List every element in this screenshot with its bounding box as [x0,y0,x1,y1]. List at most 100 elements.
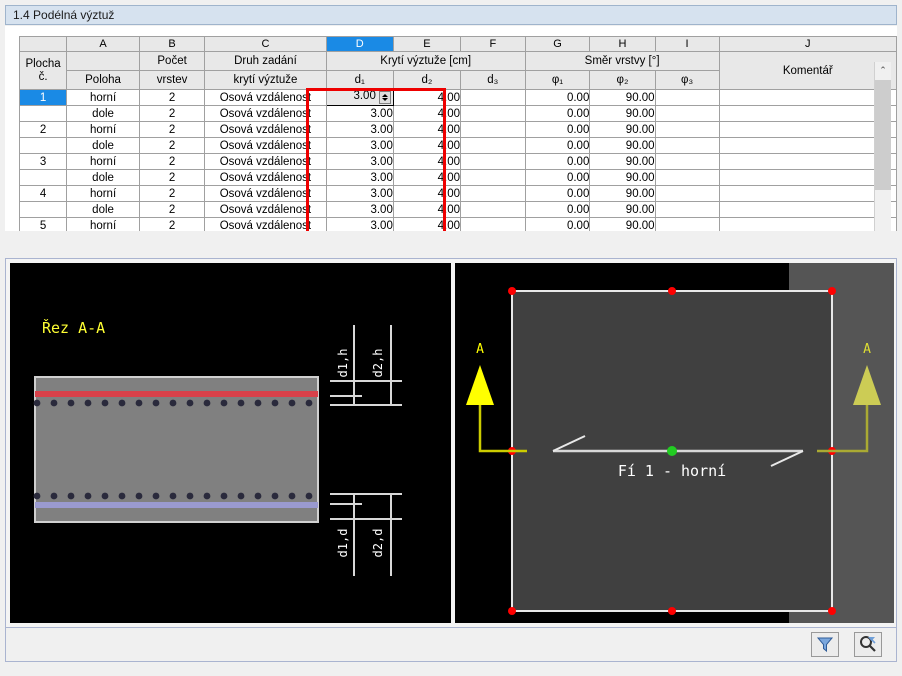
cell-d2[interactable]: 4.00 [392,169,462,186]
cell-fi2[interactable]: 90.00 [589,121,656,138]
cell-komentar[interactable] [718,217,897,231]
spinner-updown-icon[interactable] [378,91,391,104]
row-index[interactable]: 2 [18,121,68,138]
cell-fi2[interactable]: 90.00 [589,137,656,154]
column-header-b[interactable]: B [139,36,206,52]
table-row[interactable]: 3 horní 2 Osová vzdálenost 3.00 4.00 0.0… [18,153,897,170]
cell-d1[interactable]: 3.00 [325,185,394,202]
table-scrollbar[interactable]: ⌃ ⌄ [874,62,891,231]
cell-vrstev[interactable]: 2 [139,105,206,122]
cell-komentar[interactable] [718,185,897,202]
cell-fi3[interactable] [654,137,720,154]
cell-druh[interactable]: Osová vzdálenost [204,201,327,218]
cell-poloha[interactable]: horní [66,217,141,231]
cell-fi2[interactable]: 90.00 [589,185,656,202]
row-index[interactable] [18,137,68,154]
cell-poloha[interactable]: dole [66,137,141,154]
column-header-i[interactable]: I [654,36,720,52]
cell-d3[interactable] [460,217,526,231]
cell-druh[interactable]: Osová vzdálenost [204,137,327,154]
cell-komentar[interactable] [718,137,897,154]
cell-fi3[interactable] [654,153,720,170]
cell-d3[interactable] [460,105,526,122]
data-table-panel[interactable]: A B C D E F G H I J Plocha č. Počet Druh… [5,26,897,231]
cell-vrstev[interactable]: 2 [139,153,206,170]
cell-d1[interactable]: 3.00 [325,137,394,154]
table-row[interactable]: 4 horní 2 Osová vzdálenost 3.00 4.00 0.0… [18,185,897,202]
table-row[interactable]: dole 2 Osová vzdálenost 3.00 4.00 0.00 9… [18,105,897,122]
cell-vrstev[interactable]: 2 [139,137,206,154]
row-index[interactable]: 4 [18,185,68,202]
cell-d3[interactable] [460,153,526,170]
column-header-f[interactable]: F [460,36,526,52]
cell-d1-active[interactable]: 3.00 [325,89,394,106]
cell-poloha[interactable]: horní [66,89,141,106]
cell-poloha[interactable]: horní [66,153,141,170]
cell-d3[interactable] [460,137,526,154]
cell-d2[interactable]: 4.00 [392,89,462,106]
cell-d1[interactable]: 3.00 [325,201,394,218]
cell-druh[interactable]: Osová vzdálenost [204,89,327,106]
cell-fi1[interactable]: 0.00 [524,137,591,154]
reinforcement-table[interactable]: A B C D E F G H I J Plocha č. Počet Druh… [18,36,897,231]
cell-fi3[interactable] [654,89,720,106]
cell-d1[interactable]: 3.00 [325,217,394,231]
table-row[interactable]: 2 horní 2 Osová vzdálenost 3.00 4.00 0.0… [18,121,897,138]
cell-fi1[interactable]: 0.00 [524,217,591,231]
cell-d1[interactable]: 3.00 [325,153,394,170]
cell-druh[interactable]: Osová vzdálenost [204,185,327,202]
cell-fi2[interactable]: 90.00 [589,169,656,186]
cell-d3[interactable] [460,121,526,138]
cell-druh[interactable]: Osová vzdálenost [204,121,327,138]
cell-d2[interactable]: 4.00 [392,185,462,202]
table-row[interactable]: dole 2 Osová vzdálenost 3.00 4.00 0.00 9… [18,201,897,218]
cell-d2[interactable]: 4.00 [392,137,462,154]
cell-fi3[interactable] [654,121,720,138]
column-header-c[interactable]: C [204,36,327,52]
cell-d1[interactable]: 3.00 [325,121,394,138]
cell-fi2[interactable]: 90.00 [589,201,656,218]
column-header-j[interactable]: J [718,36,897,52]
cell-d2[interactable]: 4.00 [392,153,462,170]
cell-fi2[interactable]: 90.00 [589,153,656,170]
cell-vrstev[interactable]: 2 [139,121,206,138]
cell-d2[interactable]: 4.00 [392,105,462,122]
row-index[interactable] [18,105,68,122]
cell-druh[interactable]: Osová vzdálenost [204,217,327,231]
cell-vrstev[interactable]: 2 [139,217,206,231]
cell-fi1[interactable]: 0.00 [524,121,591,138]
cell-fi1[interactable]: 0.00 [524,105,591,122]
column-header-e[interactable]: E [392,36,462,52]
cell-d1[interactable]: 3.00 [325,169,394,186]
cell-fi2[interactable]: 90.00 [589,89,656,106]
cell-poloha[interactable]: horní [66,185,141,202]
cell-fi1[interactable]: 0.00 [524,201,591,218]
table-row[interactable]: 5 horní 2 Osová vzdálenost 3.00 4.00 0.0… [18,217,897,231]
cell-fi2[interactable]: 90.00 [589,217,656,231]
column-header-h[interactable]: H [589,36,656,52]
cell-vrstev[interactable]: 2 [139,201,206,218]
cell-druh[interactable]: Osová vzdálenost [204,169,327,186]
row-index[interactable]: 3 [18,153,68,170]
column-header-a[interactable]: A [66,36,141,52]
cell-d3[interactable] [460,185,526,202]
cell-druh[interactable]: Osová vzdálenost [204,105,327,122]
cell-poloha[interactable]: dole [66,169,141,186]
cell-komentar[interactable] [718,201,897,218]
cell-d2[interactable]: 4.00 [392,201,462,218]
column-header-g[interactable]: G [524,36,591,52]
cell-fi3[interactable] [654,217,720,231]
cell-fi3[interactable] [654,185,720,202]
column-header-d[interactable]: D [325,36,394,52]
cell-d3[interactable] [460,89,526,106]
cell-komentar[interactable] [718,121,897,138]
row-index[interactable] [18,169,68,186]
table-row[interactable]: 1 horní 2 Osová vzdálenost 3.00 4.00 0.0… [18,89,897,106]
cell-druh[interactable]: Osová vzdálenost [204,153,327,170]
cell-fi1[interactable]: 0.00 [524,89,591,106]
cell-fi3[interactable] [654,105,720,122]
plan-view[interactable]: A A Fí 1 - horní [455,263,894,623]
cell-d2[interactable]: 4.00 [392,121,462,138]
row-index[interactable]: 1 [18,89,68,106]
cell-vrstev[interactable]: 2 [139,169,206,186]
